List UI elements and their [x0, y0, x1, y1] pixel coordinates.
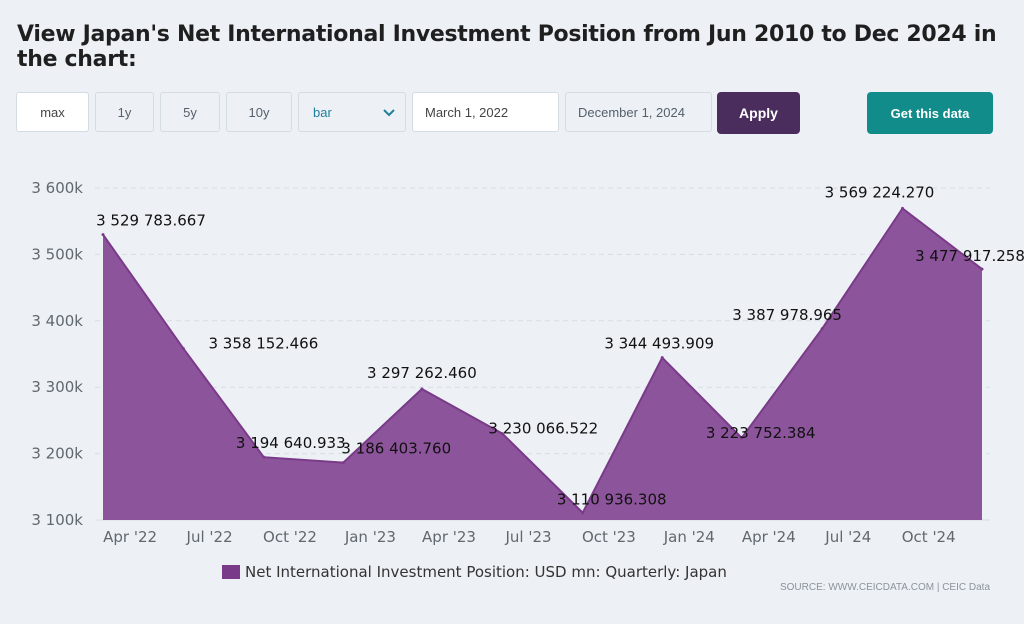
- series-area: [101, 206, 984, 520]
- data-label: 3 387 978.965: [732, 306, 842, 324]
- y-tick-label: 3 400k: [31, 312, 83, 330]
- range-1y-button[interactable]: 1y: [95, 92, 154, 132]
- x-axis: Apr '22 Jul '22 Oct '22 Jan '23 Apr '23 Jul '…: [103, 528, 956, 546]
- range-5y-button[interactable]: 5y: [160, 92, 220, 132]
- x-tick-label: Jan '23: [344, 528, 396, 546]
- x-tick-label: Oct '24: [902, 528, 956, 546]
- y-tick-label: 3 300k: [31, 378, 83, 396]
- start-date-input[interactable]: March 1, 2022: [412, 92, 559, 132]
- chart-type-select[interactable]: bar: [298, 92, 406, 132]
- get-data-button[interactable]: Get this data: [867, 92, 993, 134]
- x-tick-label: Jul '24: [824, 528, 871, 546]
- y-tick-label: 3 500k: [31, 245, 83, 263]
- range-10y-button[interactable]: 10y: [226, 92, 292, 132]
- apply-button[interactable]: Apply: [717, 92, 800, 134]
- data-point[interactable]: [740, 436, 744, 440]
- data-label: 3 344 493.909: [604, 335, 714, 353]
- data-point[interactable]: [500, 432, 504, 436]
- legend-swatch: [222, 565, 240, 579]
- y-tick-label: 3 600k: [31, 179, 83, 197]
- y-tick-label: 3 100k: [31, 511, 83, 529]
- data-point[interactable]: [820, 327, 824, 331]
- x-tick-label: Apr '24: [742, 528, 796, 546]
- data-label: 3 297 262.460: [367, 364, 477, 382]
- data-point[interactable]: [101, 233, 105, 237]
- source-credit: SOURCE: WWW.CEICDATA.COM | CEIC Data: [779, 582, 990, 593]
- data-point[interactable]: [581, 511, 585, 515]
- data-point[interactable]: [181, 347, 185, 351]
- data-point[interactable]: [420, 387, 424, 391]
- series-line: [102, 206, 983, 515]
- end-date-input[interactable]: December 1, 2024: [565, 92, 712, 132]
- x-tick-label: Oct '23: [582, 528, 636, 546]
- data-label: 3 529 783.667: [96, 212, 206, 230]
- data-label: 3 477 917.258: [915, 247, 1024, 265]
- data-label: 3 186 403.760: [341, 440, 451, 458]
- y-axis: 3 100k 3 200k 3 300k 3 400k 3 500k 3 600k: [31, 179, 83, 529]
- range-max-button[interactable]: max: [16, 92, 89, 132]
- y-tick-label: 3 200k: [31, 445, 83, 463]
- x-tick-label: Apr '22: [103, 528, 157, 546]
- x-tick-label: Apr '23: [422, 528, 476, 546]
- data-label: 3 358 152.466: [209, 335, 319, 353]
- data-label: 3 110 936.308: [557, 491, 667, 509]
- data-point[interactable]: [980, 267, 984, 271]
- data-label: 3 223 752.384: [706, 424, 816, 442]
- chevron-down-icon: [383, 105, 395, 120]
- chart-type-value: bar: [313, 104, 332, 120]
- data-label: 3 194 640.933: [236, 434, 346, 452]
- data-point[interactable]: [900, 206, 904, 210]
- x-tick-label: Jan '24: [663, 528, 715, 546]
- x-tick-label: Jul '23: [504, 528, 551, 546]
- data-label: 3 230 066.522: [488, 420, 598, 438]
- legend-label: Net International Investment Position: U…: [245, 563, 727, 581]
- x-tick-label: Jul '22: [186, 528, 233, 546]
- data-point[interactable]: [262, 455, 266, 459]
- legend[interactable]: Net International Investment Position: U…: [222, 563, 727, 581]
- x-tick-label: Oct '22: [263, 528, 317, 546]
- data-point[interactable]: [341, 461, 345, 465]
- page-title: View Japan's Net International Investmen…: [17, 22, 997, 72]
- series-area-fill: [103, 208, 982, 520]
- data-point[interactable]: [660, 356, 664, 360]
- data-label: 3 569 224.270: [825, 183, 935, 201]
